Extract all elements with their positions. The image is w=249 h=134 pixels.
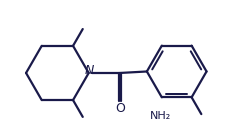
Text: N: N [85,64,94,77]
Text: NH₂: NH₂ [150,111,171,121]
Text: O: O [115,102,125,115]
